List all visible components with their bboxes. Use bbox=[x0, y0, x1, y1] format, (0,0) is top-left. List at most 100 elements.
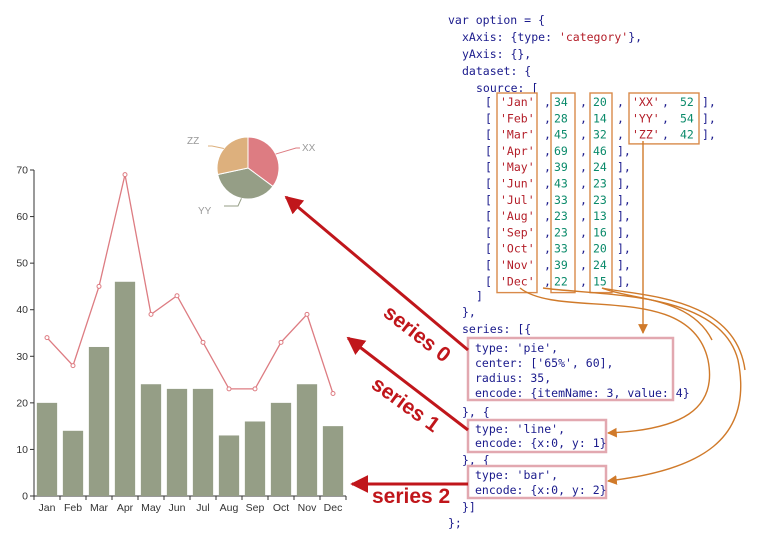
y-tick-label: 20 bbox=[16, 397, 28, 409]
row-value-a: 69 bbox=[554, 144, 568, 158]
series-2-label: series 2 bbox=[372, 485, 450, 508]
row-value-a: 34 bbox=[554, 95, 568, 109]
y-tick-label: 60 bbox=[16, 211, 28, 223]
pie-label: ZZ bbox=[187, 136, 199, 147]
row-value-b: 46 bbox=[593, 144, 607, 158]
bar-code-line-1: type: 'bar', bbox=[475, 468, 558, 482]
col1-to-bar-arrow bbox=[542, 287, 742, 485]
source-row: ['Jun', 43, 23], bbox=[485, 177, 631, 191]
comma: , bbox=[580, 95, 587, 109]
bar-series-highlight bbox=[466, 464, 608, 500]
value-b-column-box bbox=[589, 92, 613, 294]
row-month: 'May' bbox=[500, 160, 535, 174]
line-code-line-2: encode: {x:0, y: 1} bbox=[475, 436, 607, 450]
bar bbox=[322, 426, 344, 496]
comma: , bbox=[544, 177, 551, 191]
bracket: [ bbox=[485, 144, 492, 158]
line-code-line-1: type: 'line', bbox=[475, 422, 565, 436]
bracket-close: ], bbox=[617, 177, 631, 191]
x-tick-label: Jun bbox=[169, 502, 186, 514]
bar bbox=[140, 384, 162, 496]
code-line-xaxis: xAxis: {type: 'category'}, bbox=[462, 30, 642, 44]
comma: , bbox=[662, 95, 669, 109]
col2-to-line-arrow bbox=[601, 287, 746, 371]
bar bbox=[192, 388, 214, 496]
row-value-b: 20 bbox=[593, 242, 607, 256]
bar-series bbox=[36, 281, 344, 496]
bracket-close: ], bbox=[702, 128, 716, 142]
comma: , bbox=[580, 177, 587, 191]
row-value-b: 24 bbox=[593, 160, 607, 174]
row-value-b: 13 bbox=[593, 209, 607, 223]
row-value-a: 23 bbox=[554, 209, 568, 223]
comma: , bbox=[580, 258, 587, 272]
bar bbox=[114, 281, 136, 496]
comma: , bbox=[544, 209, 551, 223]
comma: , bbox=[617, 128, 624, 142]
pie-label-leader bbox=[224, 198, 242, 207]
row-month: 'Apr' bbox=[500, 144, 535, 158]
row-value-b: 14 bbox=[593, 111, 607, 125]
bracket-close: ], bbox=[617, 193, 631, 207]
row-value-b: 16 bbox=[593, 225, 607, 239]
source-row: ['Jul', 33, 23], bbox=[485, 193, 631, 207]
code-line-end: }; bbox=[448, 516, 462, 530]
bar bbox=[166, 388, 188, 496]
row-month: 'Dec' bbox=[500, 274, 535, 288]
source-row: ['Aug', 23, 13], bbox=[485, 209, 631, 223]
source-row: ['Feb', 28, 14, 'YY', 54], bbox=[485, 111, 716, 125]
line-point bbox=[304, 311, 310, 317]
col2-to-bar-arrow bbox=[601, 287, 713, 341]
y-tick-label: 70 bbox=[16, 165, 28, 177]
row-item-value: 42 bbox=[680, 128, 694, 142]
source-row: ['Apr', 69, 46], bbox=[485, 144, 631, 158]
row-month: 'Oct' bbox=[500, 242, 535, 256]
row-month: 'Feb' bbox=[500, 111, 535, 125]
source-row: ['Dec', 22, 15], bbox=[485, 274, 631, 288]
row-value-b: 23 bbox=[593, 193, 607, 207]
x-tick-label: Aug bbox=[220, 502, 239, 514]
row-item-value: 54 bbox=[680, 111, 694, 125]
source-rows: ['Jan', 34, 20, 'XX', 52],['Feb', 28, 14, 'YY',… bbox=[485, 92, 716, 294]
code-line-var: var option = { bbox=[448, 13, 545, 27]
comma: , bbox=[580, 144, 587, 158]
comma: , bbox=[617, 111, 624, 125]
y-tick-label: 30 bbox=[16, 351, 28, 363]
line-point bbox=[278, 339, 284, 345]
code-line-dataset: dataset: { bbox=[462, 64, 531, 78]
row-month: 'Nov' bbox=[500, 258, 535, 272]
x-axis: Jan Feb Mar Apr May Jun Jul Aug Sep Oct Nov Dec bbox=[33, 495, 347, 514]
pie-code-line-2: center: ['65%', 60], bbox=[475, 356, 613, 370]
comma: , bbox=[544, 193, 551, 207]
bracket: [ bbox=[485, 177, 492, 191]
code-line-series: series: [{ bbox=[462, 322, 531, 336]
x-tick-label: Mar bbox=[90, 502, 109, 514]
pie-code-line-4: encode: {itemName: 3, value: 4} bbox=[475, 386, 690, 400]
bracket-close: ], bbox=[617, 209, 631, 223]
bracket-close: ], bbox=[617, 274, 631, 288]
bar bbox=[62, 430, 84, 496]
bracket: [ bbox=[485, 111, 492, 125]
row-value-a: 22 bbox=[554, 274, 568, 288]
bar bbox=[296, 384, 318, 496]
line-series-highlight bbox=[466, 418, 608, 454]
row-value-a: 23 bbox=[554, 225, 568, 239]
x-tick-label: Dec bbox=[324, 502, 343, 514]
line-point bbox=[44, 335, 50, 341]
bar bbox=[88, 346, 110, 496]
line-series bbox=[44, 172, 336, 397]
comma: , bbox=[580, 111, 587, 125]
row-month: 'Jun' bbox=[500, 177, 535, 191]
bracket-close: ], bbox=[617, 144, 631, 158]
bracket: [ bbox=[485, 193, 492, 207]
x-tick-label: Apr bbox=[117, 502, 134, 514]
row-value-a: 43 bbox=[554, 177, 568, 191]
bracket-close: ], bbox=[617, 258, 631, 272]
comma: , bbox=[617, 95, 624, 109]
line-point bbox=[252, 386, 258, 392]
code-line-dataset-end: }, bbox=[462, 305, 476, 319]
code-line-source: source: [ bbox=[476, 81, 538, 95]
code-block: var option = { xAxis: {type: 'category'}… bbox=[448, 13, 716, 530]
y-axis: 0 10 20 30 40 50 60 70 bbox=[16, 165, 35, 503]
comma: , bbox=[544, 225, 551, 239]
